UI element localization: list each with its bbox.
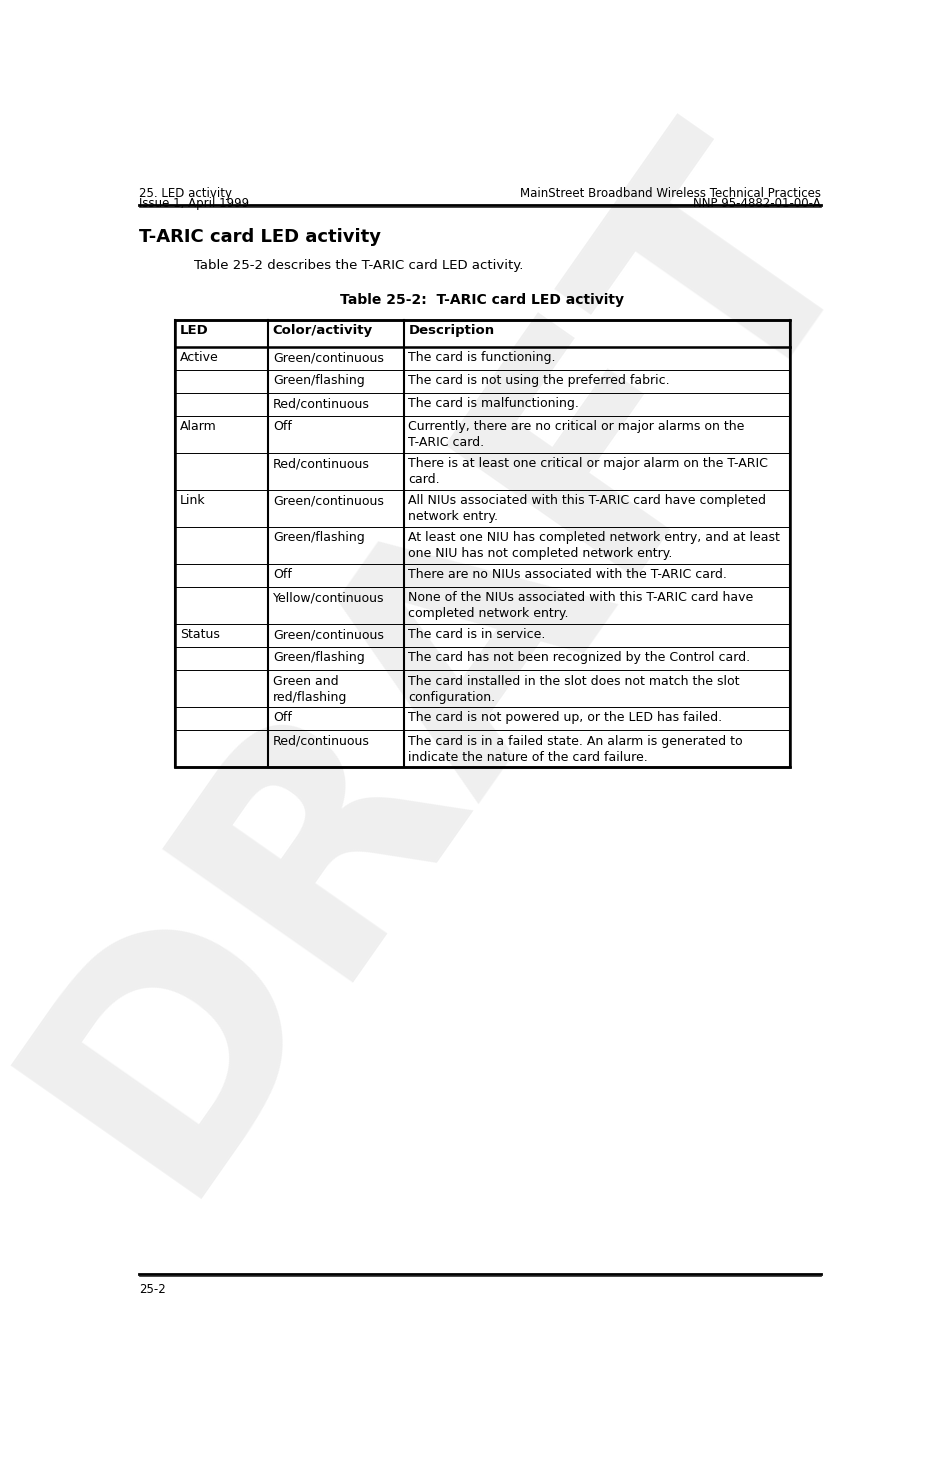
Text: Green/flashing: Green/flashing [272,651,364,664]
Text: Active: Active [180,351,218,365]
Text: Green/continuous: Green/continuous [272,494,384,508]
Text: Color/activity: Color/activity [272,325,373,337]
Text: Currently, there are no critical or major alarms on the
T-ARIC card.: Currently, there are no critical or majo… [408,421,745,449]
Text: Green/flashing: Green/flashing [272,531,364,545]
Text: Off: Off [272,568,292,582]
Text: Yellow/continuous: Yellow/continuous [272,592,385,604]
Text: The card installed in the slot does not match the slot
configuration.: The card installed in the slot does not … [408,675,739,704]
Text: Description: Description [408,325,494,337]
Text: Red/continuous: Red/continuous [272,458,370,471]
Text: There are no NIUs associated with the T-ARIC card.: There are no NIUs associated with the T-… [408,568,727,582]
Text: Table 25-2:  T-ARIC card LED activity: Table 25-2: T-ARIC card LED activity [341,294,624,307]
Text: MainStreet Broadband Wireless Technical Practices: MainStreet Broadband Wireless Technical … [519,187,821,201]
Text: Alarm: Alarm [180,421,216,434]
Text: Red/continuous: Red/continuous [272,735,370,748]
Text: 25. LED activity: 25. LED activity [139,187,232,201]
Text: 25-2: 25-2 [139,1283,166,1296]
Text: None of the NIUs associated with this T-ARIC card have
completed network entry.: None of the NIUs associated with this T-… [408,592,753,620]
Text: The card has not been recognized by the Control card.: The card has not been recognized by the … [408,651,751,664]
Text: Green/continuous: Green/continuous [272,629,384,642]
Bar [175,320,790,768]
Text: The card is not using the preferred fabric.: The card is not using the preferred fabr… [408,375,670,387]
Text: DRAFT: DRAFT [0,81,912,1237]
Text: The card is in a failed state. An alarm is generated to
indicate the nature of t: The card is in a failed state. An alarm … [408,735,743,763]
Text: Status: Status [180,629,220,642]
Text: Red/continuous: Red/continuous [272,397,370,410]
Text: Green/flashing: Green/flashing [272,375,364,387]
Text: The card is malfunctioning.: The card is malfunctioning. [408,397,579,410]
Text: All NIUs associated with this T-ARIC card have completed
network entry.: All NIUs associated with this T-ARIC car… [408,494,767,524]
Text: Off: Off [272,711,292,725]
Text: Table 25-2 describes the T-ARIC card LED activity.: Table 25-2 describes the T-ARIC card LED… [195,258,524,272]
Text: Green and
red/flashing: Green and red/flashing [272,675,347,704]
Text: Green/continuous: Green/continuous [272,351,384,365]
Text: There is at least one critical or major alarm on the T-ARIC
card.: There is at least one critical or major … [408,458,768,487]
Text: Off: Off [272,421,292,434]
Text: The card is functioning.: The card is functioning. [408,351,556,365]
Text: At least one NIU has completed network entry, and at least
one NIU has not compl: At least one NIU has completed network e… [408,531,781,561]
Text: Issue 1, April 1999: Issue 1, April 1999 [139,198,249,210]
Text: T-ARIC card LED activity: T-ARIC card LED activity [139,227,381,246]
Text: Link: Link [180,494,205,508]
Text: The card is not powered up, or the LED has failed.: The card is not powered up, or the LED h… [408,711,723,725]
Text: LED: LED [180,325,209,337]
Text: NNP 95-4882-01-00-A: NNP 95-4882-01-00-A [693,198,821,210]
Text: The card is in service.: The card is in service. [408,629,546,642]
